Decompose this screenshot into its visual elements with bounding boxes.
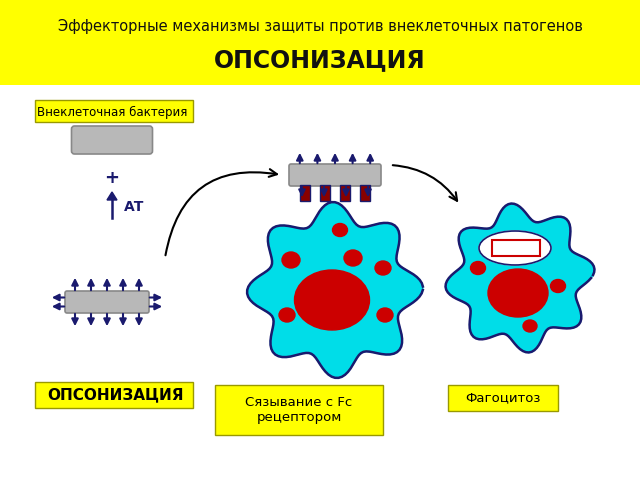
Ellipse shape bbox=[333, 224, 348, 237]
Bar bbox=[35, 100, 193, 122]
Ellipse shape bbox=[294, 270, 369, 330]
Polygon shape bbox=[445, 204, 595, 352]
Ellipse shape bbox=[550, 279, 566, 292]
Text: ОПСОНИЗАЦИЯ: ОПСОНИЗАЦИЯ bbox=[214, 48, 426, 72]
Bar bbox=[448, 385, 558, 411]
Bar bbox=[35, 382, 193, 408]
FancyBboxPatch shape bbox=[289, 164, 381, 186]
Polygon shape bbox=[247, 202, 423, 378]
Ellipse shape bbox=[523, 320, 537, 332]
Text: Эффекторные механизмы защиты против внеклеточных патогенов: Эффекторные механизмы защиты против внек… bbox=[58, 19, 582, 34]
Ellipse shape bbox=[377, 308, 393, 322]
Ellipse shape bbox=[279, 308, 295, 322]
Ellipse shape bbox=[479, 231, 551, 265]
Text: ОПСОНИЗАЦИЯ: ОПСОНИЗАЦИЯ bbox=[47, 387, 183, 403]
Bar bbox=[215, 385, 383, 435]
Ellipse shape bbox=[375, 261, 391, 275]
Bar bbox=[492, 240, 540, 256]
Bar bbox=[300, 185, 310, 201]
Bar bbox=[0, 0, 640, 85]
Text: Сязывание с Fc
рецептором: Сязывание с Fc рецептором bbox=[245, 396, 353, 424]
Ellipse shape bbox=[282, 252, 300, 268]
FancyBboxPatch shape bbox=[65, 291, 149, 313]
Text: Внеклеточная бактерия: Внеклеточная бактерия bbox=[37, 106, 188, 119]
Bar bbox=[360, 185, 370, 201]
FancyBboxPatch shape bbox=[72, 126, 152, 154]
Ellipse shape bbox=[488, 269, 548, 317]
Polygon shape bbox=[107, 192, 117, 200]
Bar bbox=[320, 185, 330, 201]
Ellipse shape bbox=[344, 250, 362, 266]
Text: Фагоцитоз: Фагоцитоз bbox=[465, 392, 541, 405]
Bar bbox=[340, 185, 350, 201]
Text: АТ: АТ bbox=[124, 200, 145, 214]
Text: +: + bbox=[104, 169, 120, 187]
Ellipse shape bbox=[470, 262, 486, 275]
